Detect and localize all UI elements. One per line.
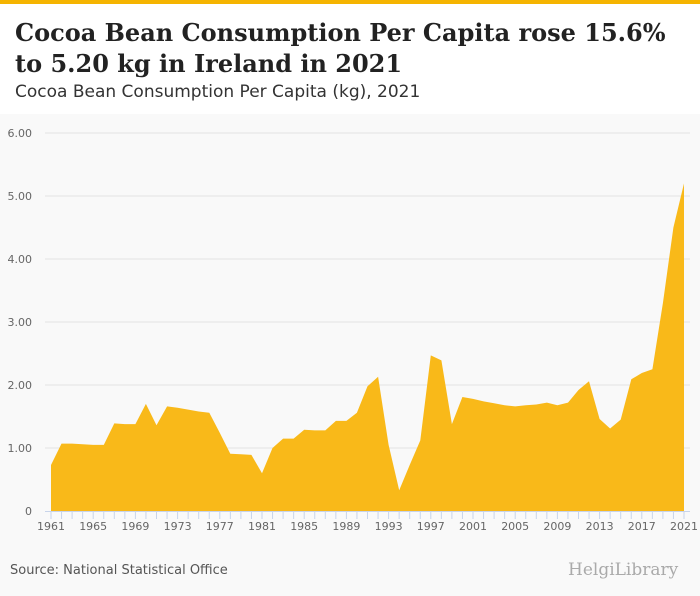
chart-title: Cocoa Bean Consumption Per Capita rose 1… [15, 18, 666, 78]
x-tick-label: 2001 [459, 520, 487, 533]
y-tick-label: 2.00 [8, 379, 33, 392]
y-tick-label: 3.00 [8, 316, 33, 329]
area-series [51, 183, 684, 511]
x-tick-label: 1993 [375, 520, 403, 533]
y-tick-label: 5.00 [8, 190, 33, 203]
x-tick-label: 1981 [248, 520, 276, 533]
x-tick-label: 2021 [670, 520, 698, 533]
y-tick-label: 6.00 [8, 127, 33, 140]
x-tick-label: 1961 [37, 520, 65, 533]
top-accent-bar [0, 0, 700, 4]
x-tick-label: 1965 [79, 520, 107, 533]
chart-subtitle: Cocoa Bean Consumption Per Capita (kg), … [15, 82, 421, 102]
x-tick-label: 1969 [121, 520, 149, 533]
x-tick-label: 1977 [206, 520, 234, 533]
x-tick-label: 1985 [290, 520, 318, 533]
y-tick-label: 1.00 [8, 442, 33, 455]
x-tick-label: 1973 [164, 520, 192, 533]
x-tick-label: 2005 [501, 520, 529, 533]
x-tick-label: 2009 [543, 520, 571, 533]
y-tick-label: 4.00 [8, 253, 33, 266]
helgi-library-logo: HelgiLibrary [568, 560, 679, 580]
x-tick-label: 2017 [628, 520, 656, 533]
x-tick-label: 2013 [586, 520, 614, 533]
y-tick-label: 0 [25, 505, 32, 518]
x-tick-label: 1997 [417, 520, 445, 533]
x-tick-label: 1989 [332, 520, 360, 533]
source-note: Source: National Statistical Office [10, 563, 228, 578]
chart-header: Cocoa Bean Consumption Per Capita rose 1… [0, 4, 700, 114]
